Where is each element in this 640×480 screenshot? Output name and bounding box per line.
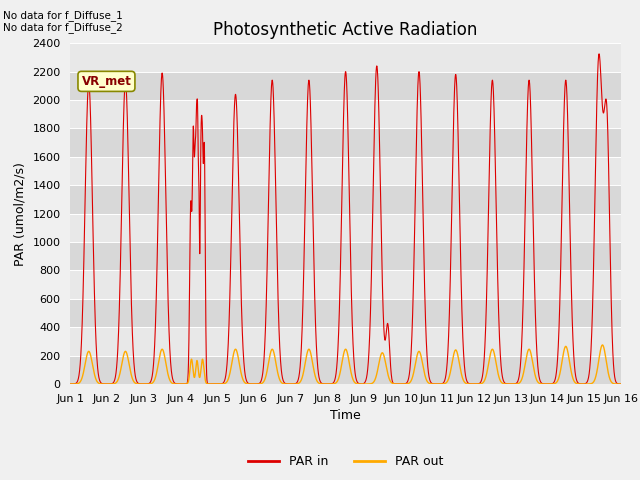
Bar [70,356,621,384]
Bar [70,299,621,327]
Bar [70,128,621,157]
Legend: PAR in, PAR out: PAR in, PAR out [243,450,448,473]
Bar [70,72,621,100]
Text: No data for f_Diffuse_1
No data for f_Diffuse_2: No data for f_Diffuse_1 No data for f_Di… [3,10,123,33]
Bar [70,270,621,299]
Bar [70,214,621,242]
Bar [70,157,621,185]
Bar [70,242,621,270]
Bar [70,185,621,214]
X-axis label: Time: Time [330,409,361,422]
Bar [70,100,621,128]
Y-axis label: PAR (umol/m2/s): PAR (umol/m2/s) [14,162,27,265]
Title: Photosynthetic Active Radiation: Photosynthetic Active Radiation [213,21,478,39]
Bar [70,327,621,356]
Text: VR_met: VR_met [81,75,131,88]
Bar [70,43,621,72]
